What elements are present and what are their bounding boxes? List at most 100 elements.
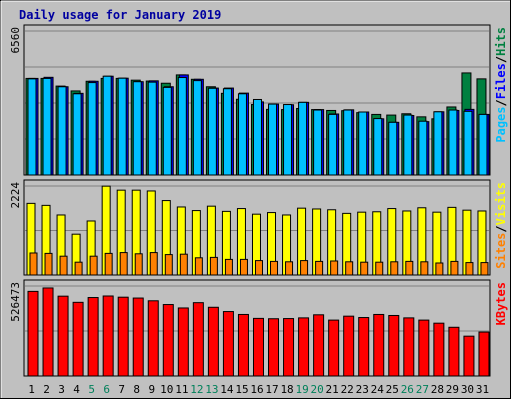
bar-sites [104, 252, 113, 276]
bar-sites [119, 252, 128, 276]
bar-kbytes [102, 295, 114, 377]
bar-sites [29, 252, 38, 276]
bar-kbytes [298, 317, 310, 377]
bar-kbytes [117, 296, 129, 377]
x-tick-label: 6 [103, 383, 110, 396]
x-tick-label: 21 [326, 383, 339, 396]
bar-kbytes [27, 290, 39, 377]
bar-kbytes [373, 313, 385, 377]
bar-kbytes [418, 319, 430, 377]
panel-2-max-label: 2224 [9, 182, 22, 209]
panel-1-max-label: 6560 [9, 27, 22, 54]
bar-sites [345, 261, 354, 276]
bar-pages [298, 101, 308, 176]
legend-pages: Pages [494, 107, 508, 143]
bar-pages [147, 81, 157, 176]
bar-pages [162, 86, 172, 176]
bar-pages [237, 93, 247, 176]
bar-sites [59, 255, 68, 276]
bar-pages [433, 111, 443, 176]
bar-kbytes [177, 307, 189, 377]
legend-hits: Hits [494, 27, 508, 56]
x-tick-label: 12 [190, 383, 203, 396]
x-tick-label: 11 [175, 383, 188, 396]
x-tick-label: 22 [341, 383, 354, 396]
x-tick-label: 20 [311, 383, 324, 396]
bar-sites [179, 253, 188, 276]
bar-pages [207, 87, 217, 176]
bar-kbytes [72, 301, 84, 377]
bar-pages [192, 80, 202, 176]
bar-kbytes [57, 295, 69, 377]
panel-3-legend: KBytes [494, 282, 508, 325]
bar-pages [268, 103, 278, 176]
bar-pages [388, 121, 398, 176]
x-tick-label: 10 [160, 383, 173, 396]
bar-sites [285, 261, 294, 276]
bar-sites [194, 257, 203, 276]
bar-kbytes [237, 313, 249, 377]
bar-sites [390, 261, 399, 276]
bar-kbytes [192, 302, 204, 377]
bar-sites [330, 260, 339, 276]
bar-kbytes [328, 319, 340, 377]
bar-sites [435, 262, 444, 276]
legend-separator: / [494, 99, 508, 106]
legend-files: Files [494, 63, 508, 99]
x-tick-label: 15 [235, 383, 248, 396]
x-tick-label: 13 [205, 383, 218, 396]
x-tick-label: 8 [133, 383, 140, 396]
legend-visits: Visits [494, 182, 508, 225]
x-tick-label: 5 [88, 383, 95, 396]
x-tick-label: 25 [386, 383, 399, 396]
bar-sites [465, 262, 474, 276]
bar-kbytes [448, 326, 460, 377]
bar-sites [270, 260, 279, 276]
bar-sites [239, 258, 248, 276]
bar-sites [209, 256, 218, 276]
bar-kbytes [478, 331, 490, 377]
bar-kbytes [162, 304, 174, 377]
bar-sites [405, 260, 414, 276]
bar-pages [478, 113, 488, 176]
bar-pages [222, 88, 232, 176]
x-tick-label: 26 [401, 383, 414, 396]
x-tick-label: 2 [43, 383, 50, 396]
bar-kbytes [463, 335, 475, 377]
bar-kbytes [252, 317, 264, 377]
bar-sites [480, 262, 489, 276]
panel-3-max-label: 526473 [9, 282, 22, 322]
x-tick-label: 1 [28, 383, 35, 396]
bar-pages [87, 82, 97, 176]
bar-pages [373, 118, 383, 176]
bar-sites [134, 253, 143, 276]
bar-kbytes [343, 315, 355, 377]
bar-kbytes [283, 318, 295, 377]
panel-2-legend: Sites/Visits [494, 182, 508, 269]
bar-pages [132, 81, 142, 176]
bar-kbytes [268, 318, 280, 377]
bar-sites [315, 260, 324, 276]
bar-pages [418, 120, 428, 176]
x-tick-label: 3 [58, 383, 65, 396]
legend-kbytes: KBytes [494, 282, 508, 325]
bar-kbytes [147, 300, 159, 377]
bar-pages [27, 78, 37, 176]
panel-3: 526473 KBytes [9, 279, 508, 377]
bar-pages [343, 109, 353, 176]
bar-kbytes [313, 314, 325, 377]
x-tick-label: 31 [476, 383, 489, 396]
bar-sites [450, 260, 459, 276]
bar-pages [57, 86, 67, 176]
bar-kbytes [42, 287, 54, 377]
bar-sites [375, 261, 384, 276]
bar-sites [74, 261, 83, 276]
x-tick-label: 9 [148, 383, 155, 396]
bar-kbytes [403, 317, 415, 377]
legend-separator: / [494, 56, 508, 63]
bar-kbytes [433, 322, 445, 377]
bar-kbytes [207, 306, 219, 377]
